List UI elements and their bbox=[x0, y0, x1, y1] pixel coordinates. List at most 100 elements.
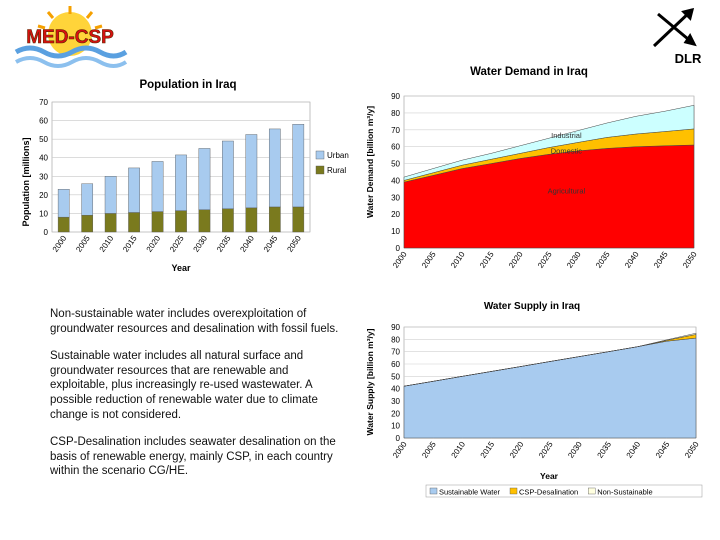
population-bar-rural bbox=[292, 206, 305, 233]
water-demand-x-tick: 2015 bbox=[478, 250, 496, 270]
population-x-tick: 2050 bbox=[285, 234, 303, 254]
water-supply-chart-title: Water Supply in Iraq bbox=[484, 301, 580, 312]
population-bar-urban bbox=[175, 154, 187, 211]
water-supply-y-tick: 10 bbox=[391, 422, 400, 431]
population-y-tick: 60 bbox=[39, 117, 48, 126]
water-supply-y-axis-label: Water Supply [billion m³/y] bbox=[365, 328, 375, 435]
population-bar-urban bbox=[104, 176, 117, 214]
water-demand-y-tick: 90 bbox=[391, 92, 400, 101]
water-demand-x-tick: 2035 bbox=[594, 250, 612, 270]
water-supply-y-tick: 20 bbox=[391, 409, 400, 418]
water-demand-y-tick: 20 bbox=[391, 210, 400, 219]
population-bar-urban bbox=[81, 183, 94, 216]
population-legend-swatch bbox=[315, 165, 325, 175]
water-demand-area-industrial bbox=[403, 104, 695, 181]
note-csp-desalination: CSP-Desalination includes seawater desal… bbox=[50, 436, 336, 478]
note-sustainable: Sustainable water includes all natural s… bbox=[50, 350, 318, 421]
water-demand-y-tick: 40 bbox=[391, 176, 400, 185]
water-demand-y-tick: 70 bbox=[391, 126, 400, 135]
dlr-logo: DLR bbox=[652, 7, 702, 66]
population-y-tick: 40 bbox=[39, 154, 48, 163]
water-demand-y-axis-label: Water Demand [billion m³/y] bbox=[365, 106, 375, 218]
population-bar-rural bbox=[57, 216, 70, 233]
population-y-tick: 50 bbox=[39, 135, 48, 144]
population-bar-rural bbox=[198, 209, 211, 233]
water-supply-y-tick: 50 bbox=[391, 372, 400, 381]
population-x-tick: 2045 bbox=[262, 234, 280, 254]
population-x-tick: 2000 bbox=[51, 234, 69, 254]
water-supply-legend-label: Sustainable Water bbox=[439, 488, 501, 497]
population-x-tick: 2010 bbox=[98, 234, 116, 254]
water-demand-x-tick: 2045 bbox=[652, 250, 670, 270]
population-bar-urban bbox=[128, 167, 140, 213]
population-y-tick: 0 bbox=[44, 228, 49, 237]
population-bar-urban bbox=[57, 189, 70, 218]
population-y-tick: 30 bbox=[39, 172, 48, 181]
population-y-tick: 70 bbox=[39, 98, 48, 107]
water-demand-annotation-industrial: Industrial bbox=[551, 131, 582, 140]
med-csp-logo-text: MED-CSP bbox=[26, 27, 114, 48]
note-non-sustainable: Non-sustainable water includes overexplo… bbox=[50, 308, 339, 335]
population-bar-rural bbox=[128, 212, 140, 233]
water-supply-y-tick: 40 bbox=[391, 385, 400, 394]
water-supply-x-tick: 2030 bbox=[566, 440, 584, 460]
water-demand-y-tick: 10 bbox=[391, 227, 400, 236]
water-demand-annotation-agricultural: Agricultural bbox=[548, 187, 586, 196]
med-csp-logo: MED-CSP bbox=[14, 6, 128, 68]
water-supply-x-tick: 2020 bbox=[508, 440, 526, 460]
population-bar-rural bbox=[81, 215, 94, 233]
population-bar-rural bbox=[245, 207, 258, 233]
water-supply-y-tick: 90 bbox=[391, 323, 400, 332]
water-demand-y-tick: 80 bbox=[391, 109, 400, 118]
population-bar-rural bbox=[268, 206, 281, 233]
water-supply-legend-swatch bbox=[429, 487, 438, 495]
water-supply-legend-swatch bbox=[588, 487, 596, 495]
water-demand-y-tick: 30 bbox=[391, 193, 400, 202]
population-x-tick: 2020 bbox=[145, 234, 163, 254]
population-bar-urban bbox=[268, 128, 281, 208]
dlr-arrows-icon bbox=[652, 7, 697, 48]
water-demand-chart-title: Water Demand in Iraq bbox=[470, 66, 588, 78]
population-bar-urban bbox=[198, 148, 211, 210]
water-supply-y-tick: 60 bbox=[391, 360, 400, 369]
water-supply-x-tick: 2035 bbox=[595, 440, 613, 460]
water-demand-y-tick: 50 bbox=[391, 160, 400, 169]
population-x-axis-label: Year bbox=[171, 263, 191, 273]
water-demand-x-tick: 2020 bbox=[507, 250, 525, 270]
population-x-tick: 2005 bbox=[74, 234, 92, 254]
population-bar-urban bbox=[245, 134, 258, 209]
population-bar-rural bbox=[175, 210, 187, 233]
water-supply-y-tick: 70 bbox=[391, 348, 400, 357]
water-demand-x-tick: 2030 bbox=[565, 250, 583, 270]
water-demand-y-tick: 60 bbox=[391, 143, 400, 152]
water-supply-legend-box bbox=[425, 484, 703, 498]
population-bar-rural bbox=[104, 213, 117, 233]
water-supply-chart: Water Supply in Iraq 0102030405060708090… bbox=[365, 301, 703, 498]
water-supply-x-tick: 2000 bbox=[391, 440, 409, 460]
population-bar-rural bbox=[222, 208, 234, 233]
water-demand-x-tick: 2025 bbox=[536, 250, 554, 270]
population-x-tick: 2035 bbox=[215, 234, 233, 254]
population-chart-title: Population in Iraq bbox=[139, 79, 236, 91]
water-supply-y-tick: 80 bbox=[391, 335, 400, 344]
population-x-tick: 2015 bbox=[121, 234, 139, 254]
water-supply-legend-swatch bbox=[509, 487, 518, 495]
dlr-logo-text: DLR bbox=[675, 51, 702, 66]
population-x-tick: 2025 bbox=[168, 234, 186, 254]
population-bar-urban bbox=[151, 161, 164, 212]
water-supply-x-tick: 2010 bbox=[449, 440, 467, 460]
population-legend-label: Rural bbox=[327, 166, 346, 175]
population-y-tick: 20 bbox=[39, 191, 48, 200]
sun-wave-logo-icon bbox=[14, 6, 128, 68]
population-legend-label: Urban bbox=[327, 151, 349, 160]
water-demand-x-tick: 2010 bbox=[449, 250, 467, 270]
water-supply-legend-label: CSP-Desalination bbox=[519, 488, 578, 497]
population-bar-rural bbox=[151, 211, 164, 233]
water-supply-x-tick: 2005 bbox=[420, 440, 438, 460]
notes-text: Non-sustainable water includes overexplo… bbox=[50, 307, 340, 492]
water-demand-x-tick: 2005 bbox=[420, 250, 438, 270]
population-y-axis-label: Population [millions] bbox=[21, 138, 31, 227]
population-bar-urban bbox=[292, 124, 305, 208]
water-supply-y-tick: 30 bbox=[391, 397, 400, 406]
